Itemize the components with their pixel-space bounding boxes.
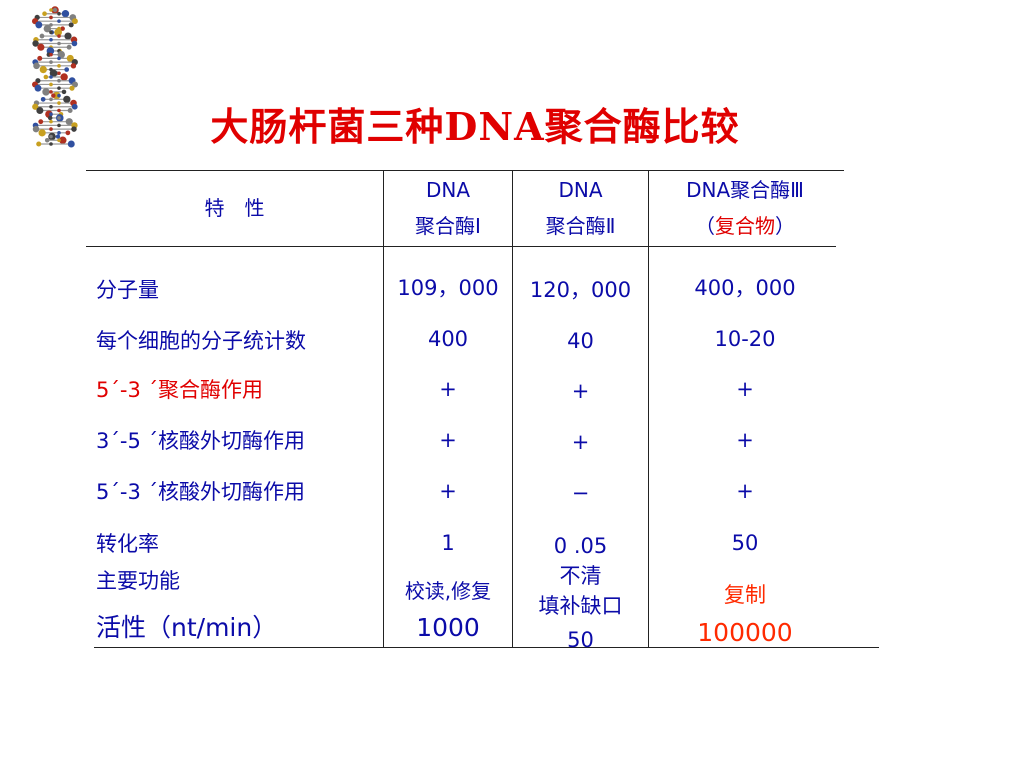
header-pol2: DNA 聚合酶Ⅱ — [545, 178, 616, 238]
table-divider-3 — [648, 170, 649, 647]
cell-pol3-molecular-weight: 400，000 — [694, 276, 796, 300]
header-pol1: DNA 聚合酶Ⅰ — [415, 178, 481, 238]
table-bottom-rule — [94, 647, 879, 648]
cell-pol3-polymerase-activity: + — [736, 377, 754, 401]
cell-pol1-molecules-per-cell: 400 — [427, 327, 469, 351]
dna-helix-image — [31, 6, 78, 148]
row-label-molecules-per-cell: 每个细胞的分子统计数 — [96, 329, 306, 353]
table-divider-1 — [383, 170, 384, 647]
header-pol3: DNA聚合酶Ⅲ （复合物） — [686, 178, 804, 238]
row-label-main-function: 主要功能 — [96, 569, 180, 593]
cell-pol2-activity: 50 — [567, 628, 594, 652]
cell-pol1-polymerase-activity: + — [439, 377, 457, 401]
cell-pol2-3-5-exonuclease: + — [571, 430, 590, 454]
cell-pol1-molecular-weight: 109，000 — [397, 276, 499, 300]
table-top-rule — [86, 170, 844, 171]
cell-pol2-molecular-weight: 120，000 — [529, 278, 632, 302]
cell-pol2-main-function-line2: 填补缺口 — [538, 594, 623, 618]
cell-pol3-activity: 100000 — [697, 618, 793, 647]
cell-pol3-3-5-exonuclease: + — [736, 428, 754, 452]
row-label-3-5-exonuclease: 3´-5 ´核酸外切酶作用 — [96, 429, 305, 453]
cell-pol1-activity: 1000 — [416, 613, 480, 642]
row-label-activity: 活性（nt/min） — [96, 613, 278, 642]
header-characteristic: 特 性 — [204, 196, 265, 220]
cell-pol3-main-function: 复制 — [724, 583, 766, 607]
row-label-polymerase-activity: 5´-3 ´聚合酶作用 — [96, 378, 263, 402]
row-label-processivity: 转化率 — [96, 532, 159, 556]
cell-pol3-molecules-per-cell: 10-20 — [714, 327, 776, 351]
table-divider-2 — [512, 170, 513, 647]
cell-pol1-main-function: 校读,修复 — [404, 579, 492, 603]
cell-pol3-processivity: 50 — [731, 531, 759, 555]
cell-pol3-5-3-exonuclease: + — [736, 479, 754, 503]
cell-pol2-5-3-exonuclease: − — [571, 481, 590, 505]
cell-pol1-processivity: 1 — [441, 531, 455, 555]
row-label-5-3-exonuclease: 5´-3 ´核酸外切酶作用 — [96, 480, 305, 504]
cell-pol2-molecules-per-cell: 40 — [567, 329, 594, 353]
cell-pol2-main-function-line1: 不清 — [559, 564, 602, 588]
cell-pol2-polymerase-activity: + — [571, 379, 590, 403]
row-label-molecular-weight: 分子量 — [96, 278, 159, 302]
cell-pol1-3-5-exonuclease: + — [439, 428, 457, 452]
table-header-rule — [86, 246, 836, 247]
cell-pol1-5-3-exonuclease: + — [439, 479, 457, 503]
page-title: 大肠杆菌三种DNA聚合酶比较 — [210, 104, 740, 149]
cell-pol2-processivity: 0 .05 — [553, 534, 608, 558]
